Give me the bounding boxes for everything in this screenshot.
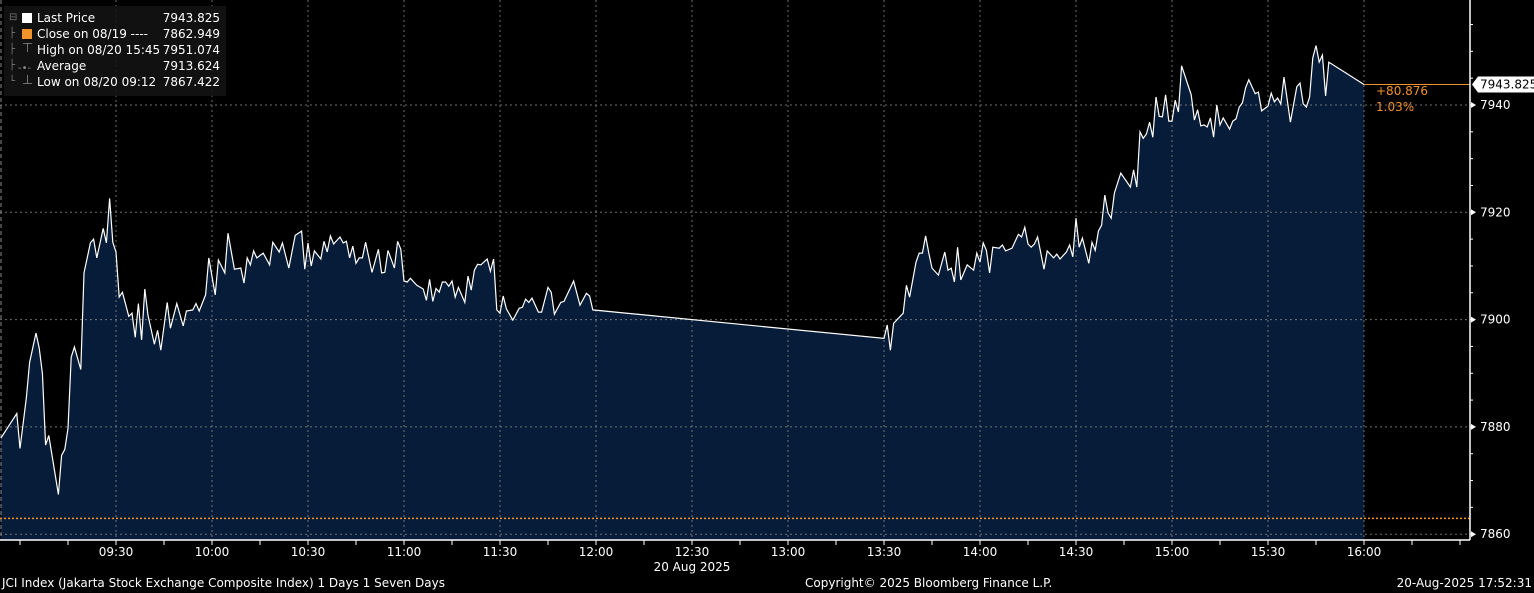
- average-marker-icon: -•-: [18, 63, 32, 74]
- x-tick-label: 12:00: [579, 545, 614, 559]
- percent-change: 1.03%: [1376, 100, 1415, 114]
- x-tick-label: 12:30: [675, 545, 710, 559]
- y-tick-arrow: [1471, 316, 1476, 323]
- y-tick-arrow: [1471, 102, 1476, 108]
- legend-item-last-price: ⊟ Last Price 7943.825: [9, 11, 220, 25]
- legend-item-average: ├ -•- Average 7913.624: [9, 59, 220, 74]
- legend: ⊟ Last Price 7943.825 ├ Close on 08/19 -…: [4, 6, 226, 96]
- security-description: JCI Index (Jakarta Stock Exchange Compos…: [2, 576, 445, 590]
- copyright: Copyright© 2025 Bloomberg Finance L.P.: [805, 576, 1053, 590]
- y-tick-label: 7880: [1480, 420, 1511, 434]
- timestamp: 20-Aug-2025 17:52:31: [1396, 576, 1532, 590]
- legend-item-high: ├ ⊤ High on 08/20 15:45 7951.074: [9, 41, 220, 57]
- orange-square-icon: [22, 29, 32, 39]
- x-tick-label: 09:30: [99, 545, 134, 559]
- net-change: +80.876: [1376, 84, 1429, 98]
- price-area-fill: [0, 45, 1364, 540]
- x-tick-label: 15:30: [1251, 545, 1286, 559]
- x-tick-label: 13:30: [867, 545, 902, 559]
- tree-branch-icon: ├: [9, 44, 16, 55]
- x-tick-label: 11:00: [387, 545, 422, 559]
- legend-item-low: └ ⊥ Low on 08/20 09:12 7867.422: [9, 73, 220, 89]
- price-line: [0, 45, 1365, 495]
- price-chart: 7860 7880 7900 7920 7940 09:30 10:00 10:30 11:00…: [0, 0, 1534, 574]
- x-tick-label: 11:30: [483, 545, 518, 559]
- y-tick-arrow: [1471, 423, 1476, 430]
- y-tick-label: 7860: [1480, 527, 1511, 541]
- last-price-tag-label: 7943.825: [1480, 77, 1534, 91]
- x-tick-label: 14:00: [963, 545, 998, 559]
- y-tick-arrow: [1471, 209, 1476, 216]
- x-tick-label: 16:00: [1347, 545, 1382, 559]
- x-tick-label: 10:00: [195, 545, 230, 559]
- x-date-label: 20 Aug 2025: [654, 560, 731, 574]
- high-marker-icon: ⊤: [22, 41, 34, 56]
- y-tick-label: 7940: [1480, 98, 1511, 112]
- y-tick-label: 7900: [1480, 313, 1511, 327]
- collapse-icon[interactable]: ⊟: [9, 12, 18, 23]
- tree-branch-icon: ├: [9, 60, 16, 71]
- tree-branch-icon: ├: [9, 28, 16, 39]
- y-tick-arrow: [1471, 531, 1476, 538]
- x-tick-label: 10:30: [291, 545, 326, 559]
- x-tick-label: 14:30: [1059, 545, 1094, 559]
- legend-item-close: ├ Close on 08/19 ---- 7862.949: [9, 27, 220, 41]
- white-square-icon: [22, 13, 32, 23]
- x-tick-label: 15:00: [1155, 545, 1190, 559]
- x-tick-label: 13:00: [771, 545, 806, 559]
- y-tick-label: 7920: [1480, 205, 1511, 219]
- last-price-tag: [1472, 76, 1534, 93]
- tree-branch-icon: └: [9, 76, 16, 87]
- low-marker-icon: ⊥: [22, 73, 34, 88]
